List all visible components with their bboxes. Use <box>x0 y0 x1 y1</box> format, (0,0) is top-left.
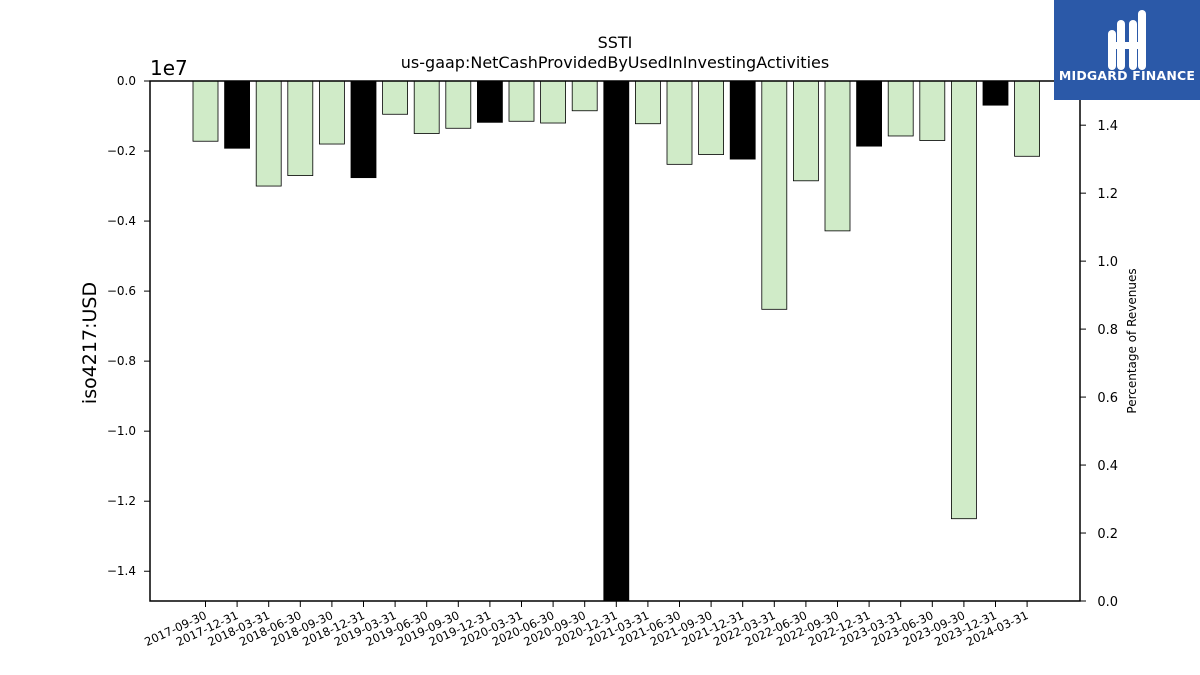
y-tick-label: 0.0 <box>117 74 136 88</box>
y2-tick-label: 0.6 <box>1097 391 1118 406</box>
y-tick-label: −1.0 <box>107 424 136 438</box>
plot-frame <box>149 80 1081 602</box>
chart-title: SSTI <box>598 33 633 52</box>
y-tick-label: −1.2 <box>107 494 136 508</box>
bar-2023-12-31 <box>982 80 1009 106</box>
y-tick-label: −0.2 <box>107 144 136 158</box>
y2-tick-label: 1.4 <box>1097 119 1118 134</box>
y-axis-label: iso4217:USD <box>79 282 101 404</box>
y2-tick-label: 0.0 <box>1097 595 1118 610</box>
bar-2018-06-30 <box>287 80 314 176</box>
bar-2021-06-30 <box>666 80 693 165</box>
bar-2024-03-31 <box>1014 80 1040 157</box>
bar-2020-03-31 <box>508 80 535 122</box>
bar-2018-12-31 <box>350 80 377 179</box>
bar-2020-06-30 <box>540 80 566 124</box>
bar-2022-12-31 <box>856 80 882 147</box>
y-tick-label: −1.4 <box>107 564 136 578</box>
bar-2022-06-30 <box>793 80 819 182</box>
y2-tick-label: 1.2 <box>1097 187 1118 202</box>
bar-2022-09-30 <box>824 80 851 232</box>
bar-2023-06-30 <box>919 80 946 141</box>
bar-2020-12-31 <box>603 80 630 602</box>
bar-2019-09-30 <box>445 80 472 129</box>
bar-2019-06-30 <box>413 80 440 134</box>
bar-2017-12-31 <box>224 80 251 149</box>
chart-subtitle: us-gaap:NetCashProvidedByUsedInInvesting… <box>401 53 829 72</box>
bars <box>192 80 1040 602</box>
y2-tick-label: 1.0 <box>1097 255 1118 270</box>
bar-2021-12-31 <box>729 80 756 160</box>
bar-2019-12-31 <box>476 80 503 123</box>
bar-2021-09-30 <box>698 80 724 155</box>
y-tick-label: −0.6 <box>107 284 136 298</box>
y-tick-label: −0.8 <box>107 354 136 368</box>
bar-2023-09-30 <box>951 80 977 520</box>
y2-tick-label: 0.4 <box>1097 459 1118 474</box>
company-logo: MIDGARD FINANCE <box>1054 0 1200 100</box>
bar-2021-03-31 <box>635 80 661 125</box>
bar-2018-09-30 <box>318 80 345 145</box>
y2-axis-label: Percentage of Revenues <box>1125 268 1139 413</box>
y2-tick-label: 0.8 <box>1097 323 1118 338</box>
bar-2019-03-31 <box>382 80 409 115</box>
logo-mark-icon <box>1108 10 1146 70</box>
bar-2018-03-31 <box>255 80 282 187</box>
y-tick-label: −0.4 <box>107 214 136 228</box>
bar-2023-03-31 <box>887 80 914 137</box>
y2-tick-label: 0.2 <box>1097 527 1118 542</box>
bar-2020-09-30 <box>571 80 598 112</box>
y-offset-label: 1e7 <box>150 56 188 80</box>
logo-text: MIDGARD FINANCE <box>1058 68 1196 83</box>
bar-2017-09-30 <box>192 80 219 142</box>
bar-2022-03-31 <box>761 80 788 310</box>
